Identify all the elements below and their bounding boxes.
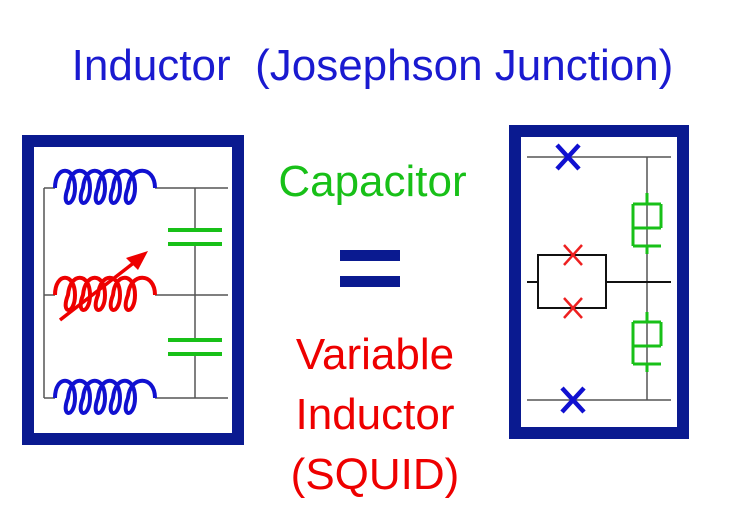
- lc-circuit-icon: [22, 135, 244, 445]
- squid-loop-wires: [527, 254, 671, 309]
- squid-junction-upper: [563, 244, 583, 266]
- capacitor-bottom: [168, 338, 222, 356]
- right-frame: [509, 125, 689, 439]
- josephson-junction-bottom: [560, 386, 586, 414]
- inductor-coil-bottom: [53, 378, 157, 415]
- left-frame: [22, 135, 244, 445]
- page-title: Inductor (Josephson Junction): [71, 41, 674, 90]
- equals-bar-bottom: [340, 276, 400, 287]
- squid-junction-lower: [563, 297, 583, 319]
- inductor-line: Inductor: [295, 390, 455, 439]
- inductor-coil-top: [53, 168, 157, 205]
- equals-sign-icon: [340, 250, 400, 290]
- variable-inductor-label: Variable Inductor (SQUID): [240, 325, 510, 505]
- josephson-junction-top: [555, 143, 581, 171]
- equals-bar-top: [340, 250, 400, 261]
- interdigital-capacitor-bottom: [631, 312, 663, 372]
- capacitor-label: Capacitor: [278, 157, 467, 206]
- interdigital-capacitor-top: [631, 193, 663, 254]
- squid-circuit-icon: [509, 125, 689, 439]
- variable-inductor-coil: [53, 275, 157, 312]
- capacitor-top: [168, 228, 222, 246]
- variable-arrow-shaft: [58, 256, 142, 322]
- variable-arrow-head: [126, 251, 148, 270]
- squid-line: (SQUID): [290, 450, 460, 499]
- variable-line: Variable: [295, 330, 455, 379]
